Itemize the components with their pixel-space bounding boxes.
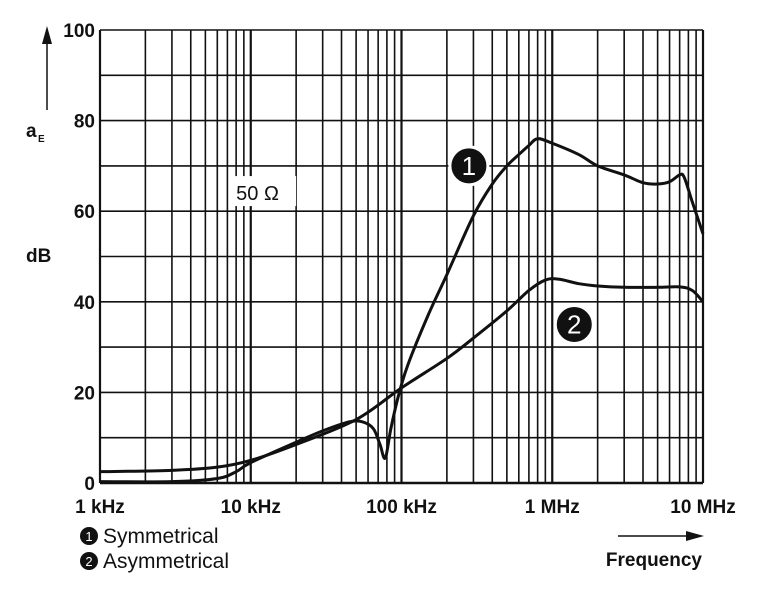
y-tick-label: 80 bbox=[74, 112, 95, 133]
x-tick-label: 1 MHz bbox=[525, 497, 580, 518]
legend-marker-1: 1 bbox=[85, 529, 92, 544]
series-line-symmetrical bbox=[99, 137, 705, 484]
y-tick-background bbox=[50, 289, 96, 314]
series-marker-label: 1 bbox=[462, 151, 476, 181]
y-tick-label: 60 bbox=[74, 202, 95, 223]
grid: 50 Ω bbox=[98, 29, 705, 485]
y-tick-background bbox=[50, 199, 96, 224]
series-line-asymmetrical bbox=[99, 277, 705, 474]
y-axis-arrow-icon bbox=[42, 26, 52, 110]
legend-item-asymmetrical: 2 Asymmetrical bbox=[80, 550, 229, 573]
legend-label-symmetrical: Symmetrical bbox=[103, 525, 219, 548]
series-marker-1 bbox=[448, 145, 490, 187]
x-tick-label: 10 MHz bbox=[670, 497, 735, 518]
x-tick-label: 100 kHz bbox=[366, 497, 437, 518]
impedance-annotation: 50 Ω bbox=[236, 183, 279, 205]
y-axis-label: dB bbox=[26, 246, 51, 267]
curves: 12 bbox=[99, 137, 705, 484]
y-tick-label: 0 bbox=[84, 474, 95, 495]
legend-marker-2: 2 bbox=[85, 554, 92, 569]
tick-labels: 1 kHz 10 kHz 100 kHz 1 MHz 10 MHz 0 20 40 60 80 10… bbox=[50, 18, 736, 518]
x-axis-label: Frequency bbox=[606, 550, 703, 571]
y-tick-background bbox=[50, 108, 96, 133]
series-marker-label: 2 bbox=[567, 309, 581, 339]
legend-item-symmetrical: 1 Symmetrical bbox=[80, 525, 219, 548]
x-axis-arrow-icon bbox=[618, 531, 704, 541]
x-tick-label: 10 kHz bbox=[221, 497, 281, 518]
legend-label-asymmetrical: Asymmetrical bbox=[103, 550, 229, 573]
y-tick-background bbox=[50, 18, 96, 42]
y-tick-label: 100 bbox=[63, 21, 95, 42]
y-tick-background bbox=[50, 471, 96, 495]
y-axis-symbol: a bbox=[26, 121, 37, 142]
x-tick-label: 1 kHz bbox=[75, 497, 125, 518]
y-tick-label: 40 bbox=[74, 293, 95, 314]
y-axis-subscript: E bbox=[38, 134, 45, 145]
series-marker-2 bbox=[553, 303, 595, 345]
annotation-background bbox=[232, 176, 297, 207]
legend: 1 Symmetrical 2 Asymmetrical bbox=[80, 525, 229, 573]
y-tick-background bbox=[50, 380, 96, 405]
y-tick-label: 20 bbox=[74, 383, 95, 404]
